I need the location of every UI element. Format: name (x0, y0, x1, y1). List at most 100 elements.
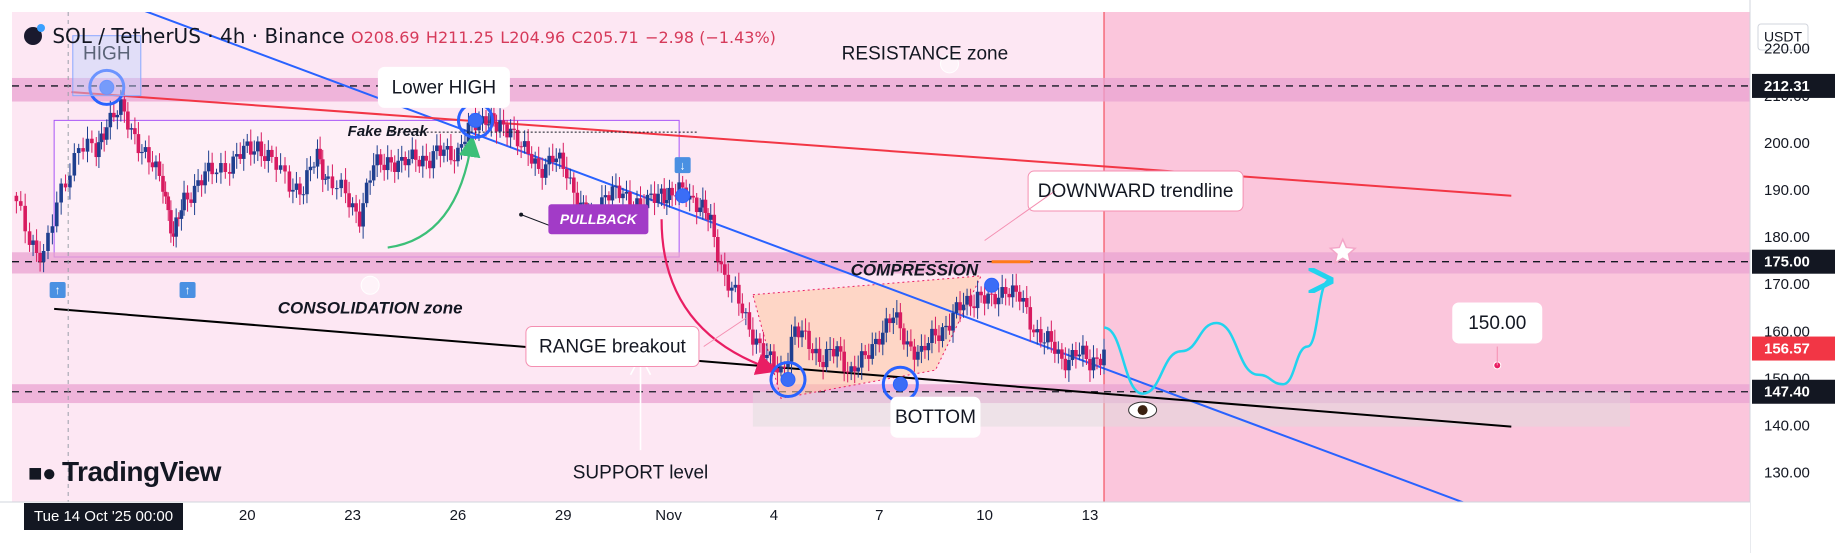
symbol-title[interactable]: SOL / TetherUS · 4h · Binance (52, 24, 345, 48)
candle-body (982, 295, 987, 304)
candle-body (786, 361, 790, 368)
candle-body (50, 226, 55, 233)
candle-body (330, 176, 335, 189)
price-level-badge (1752, 336, 1835, 361)
candle-body (410, 149, 415, 160)
candle-body (550, 155, 555, 163)
candle-body (234, 154, 239, 157)
annotation-support: SUPPORT level (573, 463, 709, 484)
candle-body (895, 312, 899, 318)
candle-body (252, 151, 257, 155)
candle-body (283, 165, 287, 172)
candle-body (350, 203, 355, 208)
candle-body (740, 303, 745, 314)
candle-body (210, 162, 214, 175)
candle-body (46, 232, 50, 251)
pivot-dot (984, 277, 1000, 293)
candle-body (519, 146, 523, 148)
candle-body (902, 328, 906, 345)
signal-up-icon: ↑ (185, 283, 191, 297)
candle-body (807, 330, 811, 350)
candle-body (140, 151, 144, 154)
candle-body (99, 133, 104, 143)
candle-body (789, 336, 794, 362)
candle-body (263, 156, 267, 161)
candle-body (1024, 297, 1029, 308)
candle-body (554, 158, 559, 163)
candle-body (189, 199, 193, 203)
candle-body (385, 157, 390, 171)
candle-body (923, 345, 927, 351)
ohlc-change: −2.98 (−1.43%) (645, 28, 776, 47)
candle-body (866, 355, 871, 359)
candle-body (375, 154, 379, 166)
candle-body (1038, 329, 1043, 343)
candle-body (219, 163, 223, 173)
zone-down-marker (940, 54, 960, 74)
x-tick-label: 10 (976, 507, 993, 524)
trendline-1 (71, 91, 1512, 197)
candle-body (845, 371, 850, 373)
candle-body (937, 335, 941, 341)
candle-body (347, 193, 351, 208)
candle-body (143, 147, 148, 152)
ohlc-high: H211.25 (425, 28, 494, 47)
candle-body (1081, 345, 1085, 355)
candle-body (533, 158, 537, 164)
candle-body (214, 172, 219, 175)
candle-body (842, 351, 846, 372)
candle-body (779, 366, 783, 373)
zone-band-0 (12, 77, 1750, 102)
candle-body (877, 338, 882, 345)
candle-body (624, 191, 629, 194)
candle-body (1102, 349, 1106, 366)
candle-body (652, 193, 657, 203)
candle-body (274, 156, 279, 170)
candle-body (501, 120, 506, 125)
candle-body (926, 343, 931, 351)
candle-body (154, 161, 158, 168)
candle-body (680, 182, 685, 188)
candle-body (255, 141, 260, 152)
candle-body (129, 128, 134, 130)
annotation-high: HIGH (83, 44, 131, 65)
candle-body (800, 330, 804, 338)
crosshair-time-label: Tue 14 Oct '25 00:00 (24, 503, 184, 530)
candle-body (179, 210, 184, 219)
candle-body (835, 346, 839, 357)
candle-body (334, 188, 339, 190)
candle-body (722, 264, 727, 275)
candle-body (18, 201, 23, 206)
candle-body (492, 113, 496, 123)
candle-body (940, 327, 945, 341)
candle-body (161, 175, 165, 192)
x-tick-label: Nov (655, 507, 682, 524)
candle-body (958, 302, 962, 311)
candle-body (364, 182, 369, 204)
annotation-lower-high-box (377, 66, 510, 108)
price-level-badge (1752, 249, 1835, 274)
candle-body (171, 233, 176, 237)
annotation-resistance: RESISTANCE zone (842, 43, 1008, 64)
candle-body (318, 148, 322, 160)
candle-body (431, 151, 436, 169)
y-tick-label: 130.00 (1764, 465, 1810, 482)
annotation-range-breakout: RANGE breakout (539, 337, 687, 358)
candle-body (245, 141, 250, 146)
candle-body (772, 351, 776, 369)
candle-body (561, 152, 566, 169)
candle-body (14, 195, 19, 202)
candle-body (715, 237, 720, 262)
candle-body (761, 343, 766, 359)
candle-body (102, 133, 106, 140)
candle-body (72, 153, 77, 176)
candle-body (1049, 331, 1054, 342)
candle-body (635, 198, 639, 210)
candle-body (621, 193, 625, 199)
candle-body (122, 99, 127, 112)
candle-body (691, 195, 695, 198)
trendline-label-connector (984, 190, 1056, 241)
tradingview-logo[interactable]: ■● TradingView (28, 456, 221, 488)
